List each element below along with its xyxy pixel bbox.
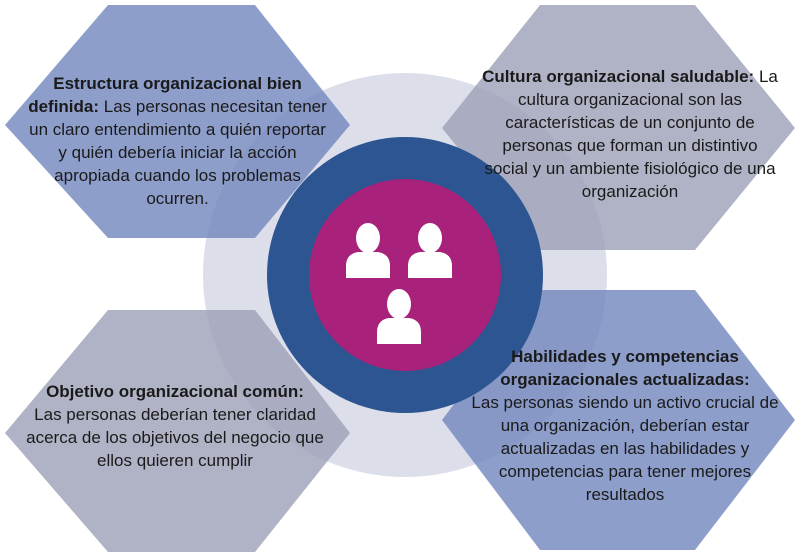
box-culture-body: La cultura organizacional son las caract… [484, 67, 778, 201]
person-icon [408, 223, 452, 278]
box-structure-body: Las personas necesitan tener un claro en… [29, 97, 327, 208]
person-icon [346, 223, 390, 278]
box-culture: Cultura organizacional saludable: La cul… [480, 65, 780, 203]
box-structure: Estructura organizacional bien definida:… [25, 72, 330, 210]
box-objective: Objetivo organizacional común: Las perso… [25, 380, 325, 472]
box-skills: Habilidades y competencias organizaciona… [470, 345, 780, 506]
hexagon-top-left [5, 5, 350, 238]
person-icon [377, 289, 421, 344]
box-skills-heading: Habilidades y competencias organizaciona… [500, 347, 750, 389]
box-objective-heading: Objetivo organizacional común: [46, 382, 304, 401]
hexagon-bottom-right [442, 290, 795, 550]
people-group-icon [346, 223, 452, 344]
box-structure-heading: Estructura organizacional bien definida: [28, 74, 302, 116]
box-culture-heading: Cultura organizacional saludable: [482, 67, 755, 86]
hexagon-top-right [442, 5, 795, 250]
box-objective-body: Las personas deberían tener claridad ace… [26, 405, 324, 470]
center-core [309, 179, 501, 371]
hexagon-bottom-left [5, 310, 350, 552]
box-skills-body: Las personas siendo un activo crucial de… [471, 393, 779, 504]
